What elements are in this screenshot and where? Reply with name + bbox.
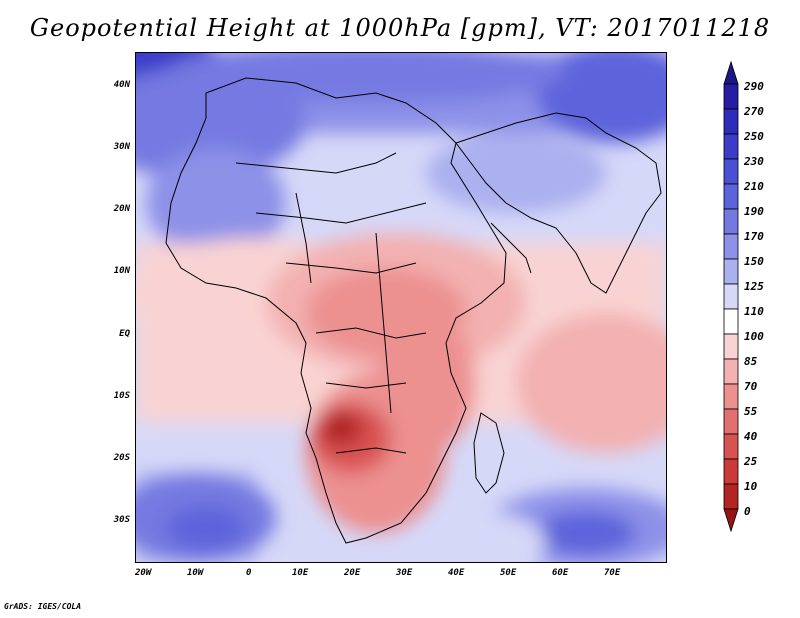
colorbar-swatch bbox=[723, 483, 739, 510]
lon-label: 30E bbox=[396, 568, 413, 578]
colorbar-tick-label: 85 bbox=[744, 355, 758, 368]
colorbar-tick-label: 270 bbox=[744, 105, 764, 118]
colorbar-tick-label: 70 bbox=[744, 380, 758, 393]
map-title: Geopotential Height at 1000hPa [gpm], VT… bbox=[29, 14, 771, 42]
colorbar-tick-label: 100 bbox=[744, 330, 764, 343]
lon-label: 20W bbox=[135, 568, 152, 578]
colorbar-tick-label: 10 bbox=[744, 480, 758, 493]
lat-label: 10N bbox=[113, 266, 130, 276]
lon-label: 10W bbox=[187, 568, 204, 578]
colorbar-swatch bbox=[723, 133, 739, 160]
map-plot-area bbox=[135, 52, 667, 563]
colorbar-tick-label: 0 bbox=[744, 505, 751, 518]
colorbar-swatch bbox=[723, 183, 739, 210]
geopotential-field bbox=[136, 53, 666, 562]
lat-label: 20N bbox=[113, 204, 130, 214]
colorbar-swatch bbox=[723, 358, 739, 385]
colorbar-swatch bbox=[723, 383, 739, 410]
colorbar-tick-label: 150 bbox=[744, 255, 764, 268]
lat-label: 30S bbox=[113, 515, 130, 525]
colorbar-tick-label: 55 bbox=[744, 405, 758, 418]
colorbar-swatch bbox=[723, 258, 739, 285]
lat-label: 40N bbox=[113, 80, 130, 90]
colorbar-arrow-top bbox=[723, 60, 739, 85]
colorbar-tick-label: 170 bbox=[744, 230, 764, 243]
colorbar-swatch bbox=[723, 83, 739, 110]
colorbar-swatch bbox=[723, 108, 739, 135]
lon-label: 50E bbox=[500, 568, 517, 578]
lon-label: 10E bbox=[292, 568, 309, 578]
colorbar-swatch bbox=[723, 408, 739, 435]
colorbar-tick-label: 190 bbox=[744, 205, 764, 218]
lon-label: 70E bbox=[604, 568, 621, 578]
lon-label: 40E bbox=[448, 568, 465, 578]
colorbar-swatch bbox=[723, 308, 739, 335]
colorbar-tick-label: 250 bbox=[744, 130, 764, 143]
colorbar-swatch bbox=[723, 283, 739, 310]
grads-credit: GrADS: IGES/COLA bbox=[4, 602, 82, 611]
lon-label: 20E bbox=[344, 568, 361, 578]
lon-label: 0 bbox=[246, 568, 252, 578]
colorbar-tick-label: 210 bbox=[744, 180, 764, 193]
lat-label: 20S bbox=[113, 453, 130, 463]
colorbar-swatch bbox=[723, 233, 739, 260]
colorbar-tick-label: 125 bbox=[744, 280, 764, 293]
lon-label: 60E bbox=[552, 568, 569, 578]
colorbar-tick-label: 25 bbox=[744, 455, 758, 468]
colorbar-swatch bbox=[723, 208, 739, 235]
coastline-outline bbox=[165, 77, 662, 544]
colorbar-tick-label: 230 bbox=[744, 155, 764, 168]
lat-label: 30N bbox=[113, 142, 130, 152]
colorbar bbox=[723, 60, 739, 533]
colorbar-tick-label: 40 bbox=[744, 430, 758, 443]
colorbar-swatch bbox=[723, 433, 739, 460]
colorbar-swatch bbox=[723, 458, 739, 485]
colorbar-swatch bbox=[723, 333, 739, 360]
lat-label: 10S bbox=[113, 391, 130, 401]
lat-label: EQ bbox=[119, 329, 130, 339]
colorbar-tick-label: 290 bbox=[744, 80, 764, 93]
colorbar-tick-label: 110 bbox=[744, 305, 764, 318]
colorbar-swatch bbox=[723, 158, 739, 185]
colorbar-arrow-bottom bbox=[723, 508, 739, 533]
